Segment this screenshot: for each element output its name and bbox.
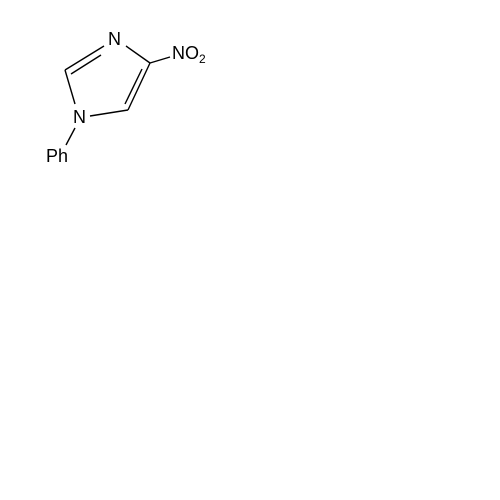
atom-n1: N xyxy=(73,107,86,127)
atom-no2-sub: 2 xyxy=(199,52,206,66)
atom-ph: Ph xyxy=(46,146,68,166)
atom-no2: NO2 xyxy=(172,43,206,66)
bond-c5-n1 xyxy=(90,110,128,116)
bond-c4-c5-outer xyxy=(128,63,150,110)
bond-c2-n3-outer xyxy=(65,46,104,70)
atom-no2-main: NO xyxy=(172,43,199,63)
bond-c4-no2 xyxy=(150,57,170,63)
bond-n3-c4 xyxy=(126,46,150,63)
molecule-diagram: N N Ph NO2 xyxy=(0,0,500,500)
bond-n1-c2 xyxy=(65,70,75,104)
bond-n1-ph xyxy=(66,128,75,145)
atom-n3: N xyxy=(108,29,121,49)
